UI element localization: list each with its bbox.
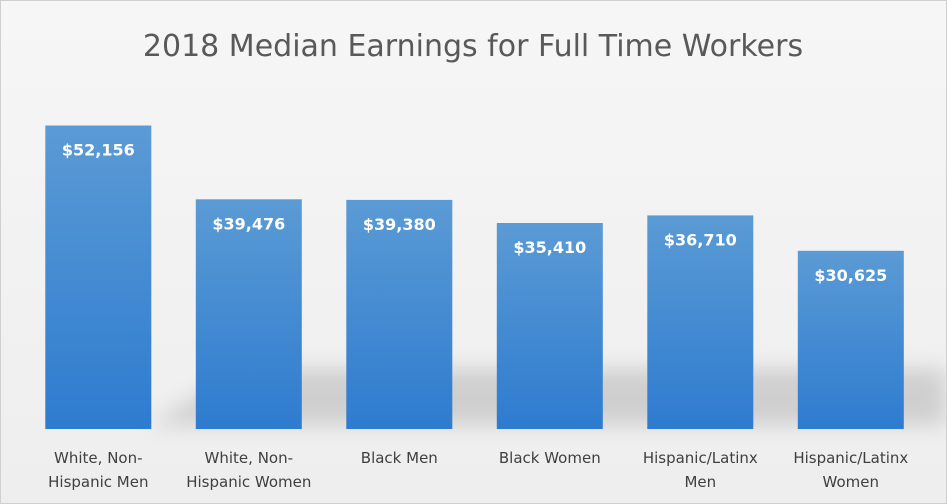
bars — [45, 125, 904, 429]
bar-value-label: $52,156 — [62, 141, 135, 160]
x-tick-label-line: Hispanic/Latinx — [793, 449, 908, 467]
x-tick-label-line: Hispanic Men — [48, 473, 148, 491]
chart-title: 2018 Median Earnings for Full Time Worke… — [143, 29, 803, 64]
x-tick-label-line: Black Women — [499, 449, 601, 467]
x-tick-label-line: Men — [684, 473, 716, 491]
bar — [496, 223, 603, 429]
x-tick-label: Black Women — [499, 449, 601, 467]
x-tick-label: Black Men — [361, 449, 438, 467]
bar — [45, 125, 152, 429]
x-tick-label-line: Black Men — [361, 449, 438, 467]
x-axis-tick-labels: White, Non- Hispanic Men White, Non- Hispan… — [48, 449, 908, 491]
bar — [195, 199, 302, 429]
data-labels: $52,156 $39,476 $39,380 $35,410 $36,710 $30,6… — [62, 141, 887, 285]
bar-value-label: $30,625 — [814, 266, 887, 285]
x-tick-label: Hispanic/Latinx Men — [643, 449, 758, 491]
bar-value-label: $36,710 — [664, 230, 737, 249]
bar — [647, 215, 754, 429]
bar — [797, 250, 904, 429]
bar-value-label: $39,380 — [363, 215, 436, 234]
x-tick-label-line: White, Non- — [205, 449, 293, 467]
x-tick-label: White, Non- Hispanic Women — [186, 449, 311, 491]
x-tick-label-line: Women — [823, 473, 879, 491]
x-tick-label-line: Hispanic/Latinx — [643, 449, 758, 467]
x-tick-label: White, Non- Hispanic Men — [48, 449, 148, 491]
x-tick-label: Hispanic/Latinx Women — [793, 449, 908, 491]
bar-value-label: $39,476 — [212, 214, 285, 233]
x-tick-label-line: Hispanic Women — [186, 473, 311, 491]
bar-value-label: $35,410 — [513, 238, 586, 257]
x-tick-label-line: White, Non- — [54, 449, 142, 467]
bar — [346, 199, 453, 429]
